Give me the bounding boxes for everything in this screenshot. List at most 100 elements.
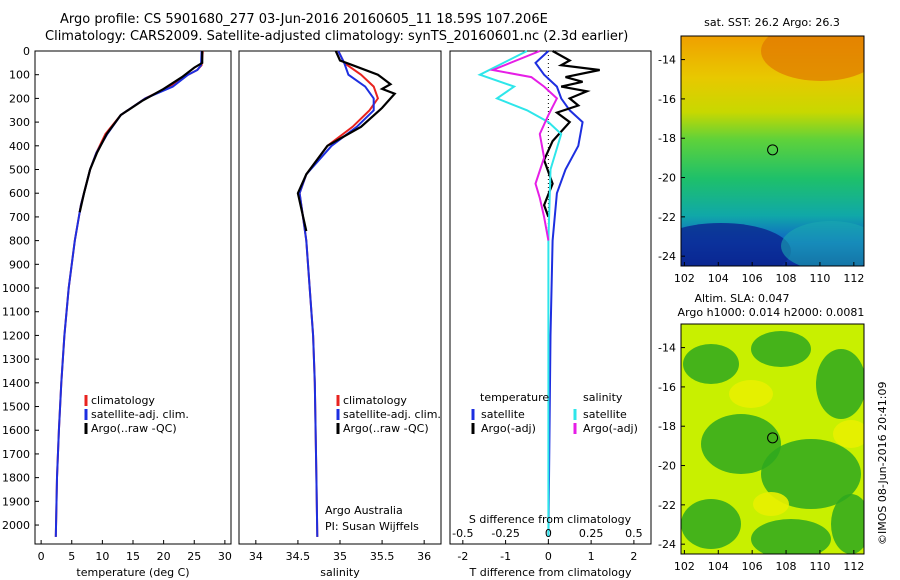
series-line-0 — [534, 50, 584, 537]
y-tick-label: 200 — [9, 92, 30, 105]
y-tick-label: 1300 — [2, 353, 30, 366]
sla-low-6 — [751, 519, 831, 554]
x-axis-label: temperature (deg C) — [76, 566, 189, 579]
series-line-2 — [477, 50, 563, 537]
sst-field — [681, 36, 864, 266]
x-tick-label: 2 — [630, 550, 637, 563]
sla-high-2 — [753, 492, 789, 516]
x-tick-label: 15 — [126, 550, 140, 563]
y-tick-label: -20 — [658, 172, 676, 185]
x-tick-label: 108 — [776, 560, 797, 573]
map-frame — [680, 35, 865, 267]
argo-location-marker — [767, 432, 779, 444]
y-tick-label: 1100 — [2, 306, 30, 319]
y-tick-label: 900 — [9, 258, 30, 271]
x-tick-label: 106 — [742, 272, 763, 285]
x-tick-label: 104 — [708, 560, 729, 573]
y-tick-label: -22 — [658, 499, 676, 512]
x-tick-label: 102 — [674, 272, 695, 285]
map-title: Altim. SLA: 0.047 — [694, 292, 789, 305]
series-line-2 — [78, 51, 204, 213]
sla-low-0 — [683, 344, 739, 384]
x-tick-label: 36 — [417, 550, 431, 563]
x-tick-label: 104 — [708, 272, 729, 285]
series-line-2 — [296, 50, 397, 232]
sla-high-1 — [833, 420, 864, 448]
figure-title-line2: Climatology: CARS2009. Satellite-adjuste… — [45, 29, 629, 44]
x-tick-label: 112 — [843, 272, 864, 285]
series-line-1 — [298, 50, 375, 537]
x-tick-label: -1 — [500, 550, 511, 563]
sla-low-3 — [701, 414, 781, 474]
x2-tick-label: 0.25 — [579, 527, 604, 540]
legend-label-2: satellite — [583, 408, 627, 421]
y-tick-label: 800 — [9, 235, 30, 248]
y-tick-label: -14 — [658, 342, 676, 355]
figure-title-line1: Argo profile: CS 5901680_277 03-Jun-2016… — [60, 12, 548, 27]
x-tick-label: 110 — [809, 272, 830, 285]
annotation-line1: Argo Australia — [325, 504, 403, 517]
x-tick-label: 20 — [157, 550, 171, 563]
y-tick-label: 2000 — [2, 519, 30, 532]
x2-tick-label: 0 — [545, 527, 552, 540]
x-tick-label: 102 — [674, 560, 695, 573]
x2-tick-label: 0.5 — [625, 527, 643, 540]
x2-axis-label: S difference from climatology — [469, 513, 632, 526]
annotation-line2: PI: Susan Wijffels — [325, 520, 419, 533]
x-tick-label: 34.5 — [286, 550, 311, 563]
y-tick-label: 0 — [23, 45, 30, 58]
y-tick-label: 1200 — [2, 329, 30, 342]
y-tick-label: -16 — [658, 381, 676, 394]
x-tick-label: 35 — [333, 550, 347, 563]
legend-salinity-header: salinity — [583, 391, 623, 404]
y-tick-label: 300 — [9, 116, 30, 129]
x-tick-label: 108 — [776, 272, 797, 285]
timestamp-stamp: ©IMOS 08-Jun-2016 20:41:09 — [876, 381, 889, 545]
y-tick-label: -18 — [658, 420, 676, 433]
legend-label-3: Argo(-adj) — [583, 422, 638, 435]
legend-label-0: climatology — [343, 394, 407, 407]
legend-label-2: Argo(..raw -QC) — [343, 422, 429, 435]
y-tick-label: 1400 — [2, 377, 30, 390]
x-tick-label: -2 — [457, 550, 468, 563]
cold-patch — [681, 223, 791, 266]
x-tick-label: 5 — [68, 550, 75, 563]
y-tick-label: 1700 — [2, 448, 30, 461]
x2-tick-label: -0.25 — [491, 527, 519, 540]
x-tick-label: 112 — [843, 560, 864, 573]
x2-tick-label: -0.5 — [452, 527, 473, 540]
y-tick-label: 100 — [9, 69, 30, 82]
y-tick-label: -22 — [658, 211, 676, 224]
sla-low-5 — [681, 499, 741, 549]
sla-field — [681, 324, 864, 554]
y-tick-label: -16 — [658, 93, 676, 106]
y-tick-label: -24 — [658, 250, 676, 263]
y-tick-label: -24 — [658, 538, 676, 551]
y-tick-label: -20 — [658, 460, 676, 473]
series-line-1 — [54, 50, 203, 537]
sla-high-0 — [729, 380, 773, 408]
x-tick-label: 35.5 — [370, 550, 395, 563]
series-line-0 — [54, 50, 204, 537]
y-tick-label: 400 — [9, 140, 30, 153]
map-field — [681, 324, 864, 554]
map-subtitle: Argo h1000: 0.014 h2000: 0.0081 — [678, 306, 865, 319]
plot-frame — [449, 50, 652, 545]
argo-location-marker — [767, 144, 779, 156]
x-tick-label: 1 — [588, 550, 595, 563]
x-axis-label: salinity — [320, 566, 360, 579]
map-field — [681, 36, 864, 266]
x-tick-label: 106 — [742, 560, 763, 573]
y-tick-label: 700 — [9, 211, 30, 224]
legend-label-0: climatology — [91, 394, 155, 407]
y-tick-label: -18 — [658, 132, 676, 145]
x-tick-label: 34 — [249, 550, 263, 563]
plot-frame — [34, 50, 232, 545]
legend-label-1: Argo(-adj) — [481, 422, 536, 435]
legend-label-2: Argo(..raw -QC) — [91, 422, 177, 435]
y-tick-label: 1600 — [2, 424, 30, 437]
series-line-3 — [489, 50, 559, 241]
map-title: sat. SST: 26.2 Argo: 26.3 — [704, 16, 840, 29]
y-tick-label: 1900 — [2, 495, 30, 508]
